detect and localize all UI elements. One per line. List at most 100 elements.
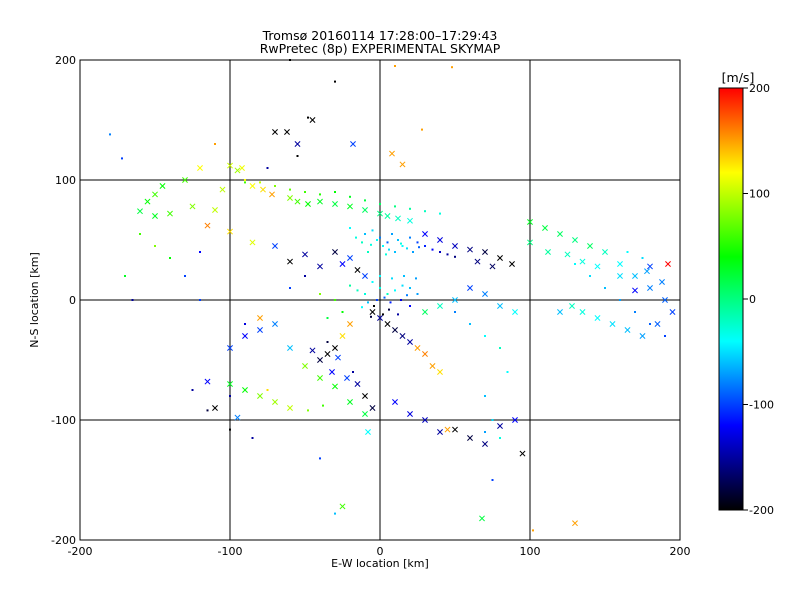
data-point-dot (400, 299, 402, 301)
data-point-x (545, 249, 551, 255)
data-point-x (407, 411, 413, 417)
data-point-dot (409, 287, 411, 289)
data-point-dot (397, 313, 399, 316)
data-point-dot (416, 241, 419, 244)
x-tick-label: -100 (218, 545, 243, 558)
data-point-x (519, 450, 526, 457)
data-point-x (579, 258, 586, 265)
data-point-x (234, 167, 241, 174)
data-point-x (260, 186, 266, 193)
data-point-x (152, 191, 158, 198)
data-point-x (512, 417, 518, 423)
data-point-x (594, 263, 601, 270)
data-point-dot (382, 313, 384, 316)
data-point-x (437, 369, 443, 375)
data-point-x (159, 183, 166, 189)
data-point-x (272, 129, 278, 135)
data-point-x (399, 333, 406, 339)
data-point-x (482, 249, 488, 255)
colorbar-tick-label: -100 (749, 399, 774, 412)
data-point-x (414, 345, 421, 351)
data-point-dot (206, 409, 209, 412)
data-point-dot (124, 275, 126, 277)
data-point-x (294, 141, 301, 147)
data-point-dot (424, 245, 426, 247)
data-point-x (272, 243, 278, 249)
data-point-dot (244, 181, 246, 184)
data-point-dot (379, 275, 381, 277)
data-point-x (437, 429, 443, 435)
data-point-x (467, 246, 473, 253)
data-point-dot (370, 243, 372, 246)
data-point-x (204, 378, 211, 385)
data-point-x (305, 201, 311, 207)
data-point-dot (412, 251, 414, 253)
data-point-x (347, 255, 353, 261)
data-point-dot (367, 301, 369, 304)
data-point-x (309, 347, 316, 354)
data-point-dot (383, 296, 386, 299)
data-point-dot (307, 116, 309, 119)
data-point-dot (532, 529, 534, 532)
data-point-dot (274, 185, 276, 187)
data-point-dot (664, 335, 666, 337)
data-point-x (324, 351, 331, 357)
data-point-x (594, 315, 601, 321)
data-point-dot (307, 409, 309, 412)
data-point-x (272, 321, 278, 327)
data-point-dot (394, 251, 396, 253)
data-point-x (249, 239, 256, 246)
data-point-dot (334, 299, 336, 301)
data-point-x (234, 414, 241, 421)
data-point-dot (304, 275, 306, 277)
data-point-x (350, 141, 356, 147)
data-point-dot (266, 167, 269, 169)
data-point-dot (379, 287, 381, 289)
data-point-x (422, 417, 428, 423)
data-point-x (497, 423, 503, 429)
data-point-x (167, 210, 173, 217)
data-point-dot (191, 389, 194, 391)
data-point-dot (394, 289, 396, 292)
data-point-dot (389, 301, 392, 304)
data-point-x (249, 183, 256, 189)
data-point-dot (319, 457, 321, 460)
data-point-x (407, 217, 413, 224)
data-point-dot (379, 203, 381, 205)
data-point-dot (352, 371, 354, 373)
data-point-x (354, 381, 361, 387)
x-axis-label: E-W location [km] (331, 557, 429, 570)
data-point-x (377, 210, 383, 217)
data-point-x (182, 177, 188, 183)
data-point-dot (406, 247, 408, 250)
data-point-x (474, 258, 481, 265)
data-point-dot (334, 512, 336, 515)
data-point-x (227, 228, 233, 235)
data-point-x (669, 309, 676, 315)
data-point-x (482, 291, 488, 297)
data-point-dot (401, 245, 404, 247)
data-point-dot (154, 245, 156, 247)
data-point-x (467, 435, 473, 441)
data-point-x (542, 225, 548, 231)
data-point-x (384, 321, 391, 327)
data-point-x (227, 345, 233, 351)
data-point-dot (304, 191, 306, 193)
data-point-dot (626, 251, 629, 253)
data-point-dot (446, 253, 449, 256)
colorbar-unit-label: [m/s] (722, 70, 755, 85)
data-point-x (617, 261, 623, 267)
data-point-dot (334, 191, 336, 193)
data-point-x (294, 198, 301, 205)
data-point-dot (394, 65, 396, 67)
data-point-x (497, 303, 503, 309)
data-point-dot (400, 242, 402, 245)
y-tick-label: 200 (55, 54, 76, 67)
data-point-x (317, 263, 323, 270)
data-point-x (189, 203, 196, 210)
data-point-dot (397, 239, 399, 241)
data-point-x (429, 363, 436, 369)
data-point-x (452, 243, 458, 249)
x-tick-label: 200 (670, 545, 691, 558)
data-point-x (624, 327, 631, 333)
